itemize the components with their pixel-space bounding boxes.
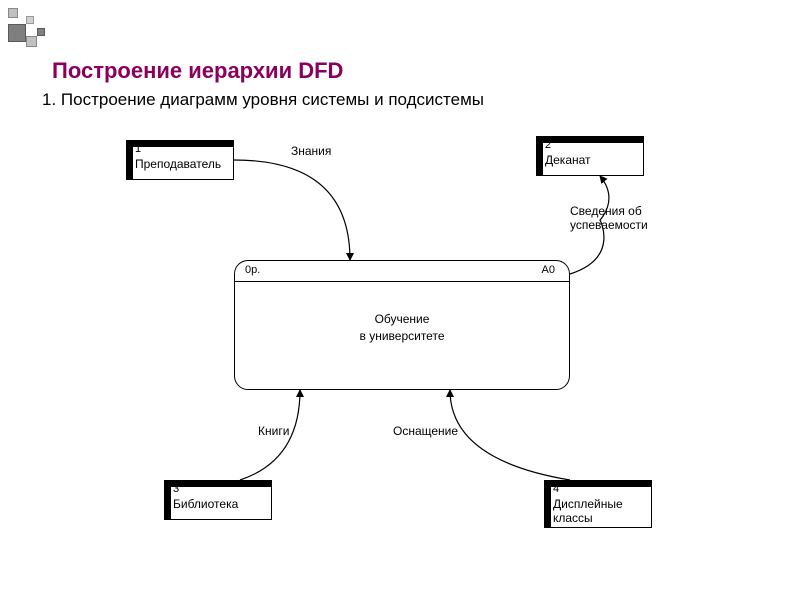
- external-entity: 1 Преподаватель: [126, 140, 234, 180]
- process-left-code: 0р.: [245, 264, 260, 276]
- flow-label: Книги: [258, 424, 289, 438]
- flow-label: Сведения обуспеваемости: [570, 204, 648, 233]
- entity-label: Деканат: [545, 153, 639, 167]
- external-entity: 3 Библиотека: [164, 480, 272, 520]
- entity-label: Дисплейные классы: [553, 497, 647, 526]
- flow-label: Оснащение: [393, 424, 458, 438]
- flow-arrow: [450, 390, 570, 480]
- process-label: Обучениев университете: [235, 311, 569, 345]
- dfd-diagram: 1 Преподаватель 2 Деканат 3 Библиотека 4 Диспле…: [0, 0, 800, 600]
- process-header-divider: [235, 281, 569, 282]
- external-entity: 4 Дисплейные классы: [544, 480, 652, 528]
- entity-index: 4: [553, 483, 559, 495]
- entity-index: 2: [545, 139, 551, 151]
- entity-label: Библиотека: [173, 497, 267, 511]
- process-right-code: А0: [542, 264, 555, 276]
- entity-label: Преподаватель: [135, 157, 229, 171]
- entity-index: 1: [135, 143, 141, 155]
- external-entity: 2 Деканат: [536, 136, 644, 176]
- process-box: 0р. А0 Обучениев университете: [234, 260, 570, 390]
- flow-label: Знания: [291, 144, 331, 158]
- entity-index: 3: [173, 483, 179, 495]
- flow-arrow: [234, 160, 350, 260]
